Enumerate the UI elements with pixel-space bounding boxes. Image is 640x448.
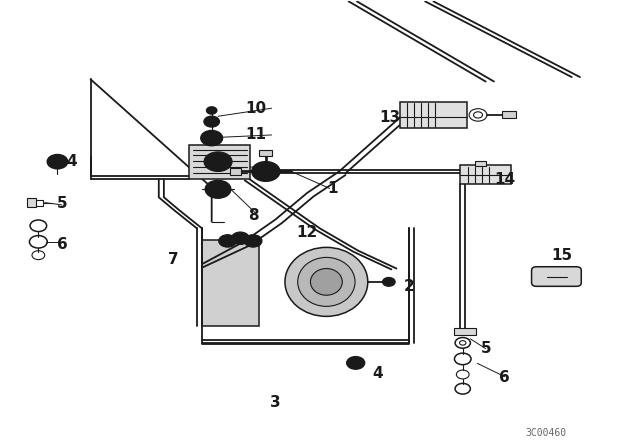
Ellipse shape xyxy=(310,268,342,295)
Text: 2: 2 xyxy=(404,279,415,294)
Circle shape xyxy=(204,116,220,127)
Text: 5: 5 xyxy=(481,341,491,356)
FancyBboxPatch shape xyxy=(475,161,486,166)
Circle shape xyxy=(205,181,231,198)
Text: 6: 6 xyxy=(56,237,67,251)
Text: 12: 12 xyxy=(296,225,318,241)
Text: 9: 9 xyxy=(260,163,271,178)
Circle shape xyxy=(383,277,395,286)
Circle shape xyxy=(252,162,280,181)
Text: 4: 4 xyxy=(66,154,77,169)
Ellipse shape xyxy=(298,258,355,306)
Text: 5: 5 xyxy=(56,197,67,211)
Ellipse shape xyxy=(285,247,368,316)
FancyBboxPatch shape xyxy=(230,168,241,175)
FancyBboxPatch shape xyxy=(27,198,36,207)
Text: 13: 13 xyxy=(380,110,401,125)
Circle shape xyxy=(204,152,232,172)
Text: 3C00460: 3C00460 xyxy=(525,428,567,438)
Text: 4: 4 xyxy=(372,366,383,381)
Circle shape xyxy=(219,235,237,247)
FancyBboxPatch shape xyxy=(202,240,259,327)
FancyBboxPatch shape xyxy=(399,102,467,128)
FancyBboxPatch shape xyxy=(259,150,272,156)
Text: 3: 3 xyxy=(270,395,281,409)
Text: 14: 14 xyxy=(494,172,515,187)
Circle shape xyxy=(212,157,225,166)
Circle shape xyxy=(47,155,68,169)
FancyBboxPatch shape xyxy=(460,165,511,184)
FancyBboxPatch shape xyxy=(454,328,476,335)
Circle shape xyxy=(244,235,262,247)
FancyBboxPatch shape xyxy=(189,145,250,180)
Text: 7: 7 xyxy=(168,252,179,267)
Text: 15: 15 xyxy=(552,248,573,263)
Text: 1: 1 xyxy=(328,181,338,196)
Circle shape xyxy=(201,130,223,146)
Circle shape xyxy=(347,357,365,369)
Circle shape xyxy=(232,232,249,245)
Text: 8: 8 xyxy=(248,207,259,223)
Text: 6: 6 xyxy=(499,370,510,385)
Circle shape xyxy=(207,107,217,114)
FancyBboxPatch shape xyxy=(502,112,516,118)
FancyBboxPatch shape xyxy=(532,267,581,286)
Text: 10: 10 xyxy=(246,101,267,116)
Text: 11: 11 xyxy=(246,127,267,142)
